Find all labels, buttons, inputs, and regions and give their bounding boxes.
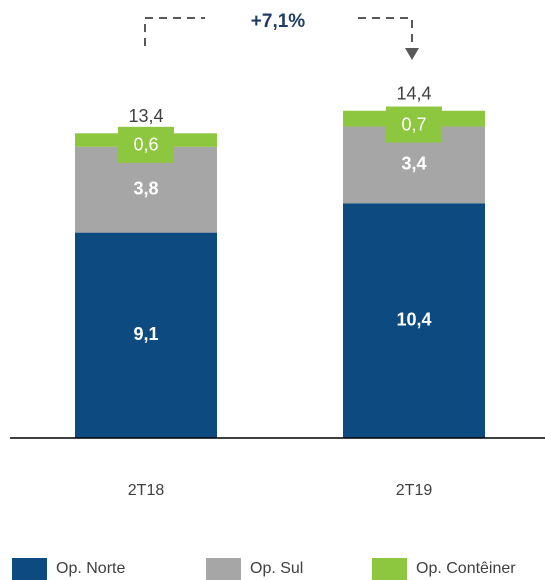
- total-label: 14,4: [396, 83, 431, 103]
- data-label: 10,4: [396, 309, 431, 329]
- data-label: 3,4: [401, 154, 426, 174]
- label-box: [118, 126, 174, 163]
- x-tick-label: 2T19: [396, 482, 433, 499]
- data-label: 0,6: [133, 135, 158, 155]
- bar-segment: [343, 203, 485, 438]
- legend-swatch: [12, 558, 47, 580]
- arrow-left: [144, 17, 205, 46]
- data-label: 0,7: [401, 114, 426, 134]
- data-label: 9,1: [133, 324, 158, 344]
- legend-label: Op. Norte: [56, 560, 125, 577]
- arrow-right: [358, 17, 413, 50]
- legend-label: Op. Contêiner: [416, 560, 516, 577]
- arrow-head: [405, 48, 419, 60]
- label-box: [386, 106, 442, 143]
- legend-swatch: [206, 558, 241, 580]
- annotation: +7,1%: [251, 11, 306, 32]
- growth-arrow: [144, 17, 413, 50]
- legend-label: Op. Sul: [250, 560, 303, 577]
- data-label: 3,8: [133, 178, 158, 198]
- legend-swatch: [372, 558, 407, 580]
- bar-segment: [75, 232, 217, 438]
- x-tick-label: 2T18: [128, 482, 165, 499]
- total-label: 13,4: [128, 106, 163, 126]
